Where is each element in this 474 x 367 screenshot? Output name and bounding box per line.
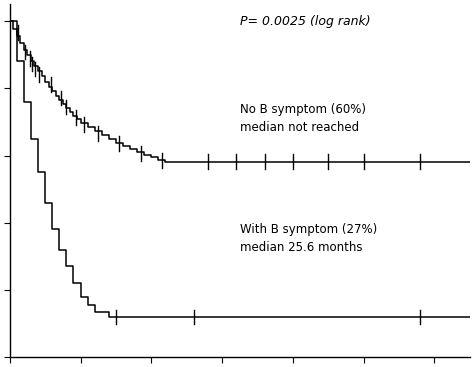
Text: No B symptom (60%)
median not reached: No B symptom (60%) median not reached xyxy=(240,103,366,134)
Text: P= 0.0025 (log rank): P= 0.0025 (log rank) xyxy=(240,15,370,28)
Text: With B symptom (27%)
median 25.6 months: With B symptom (27%) median 25.6 months xyxy=(240,223,377,254)
